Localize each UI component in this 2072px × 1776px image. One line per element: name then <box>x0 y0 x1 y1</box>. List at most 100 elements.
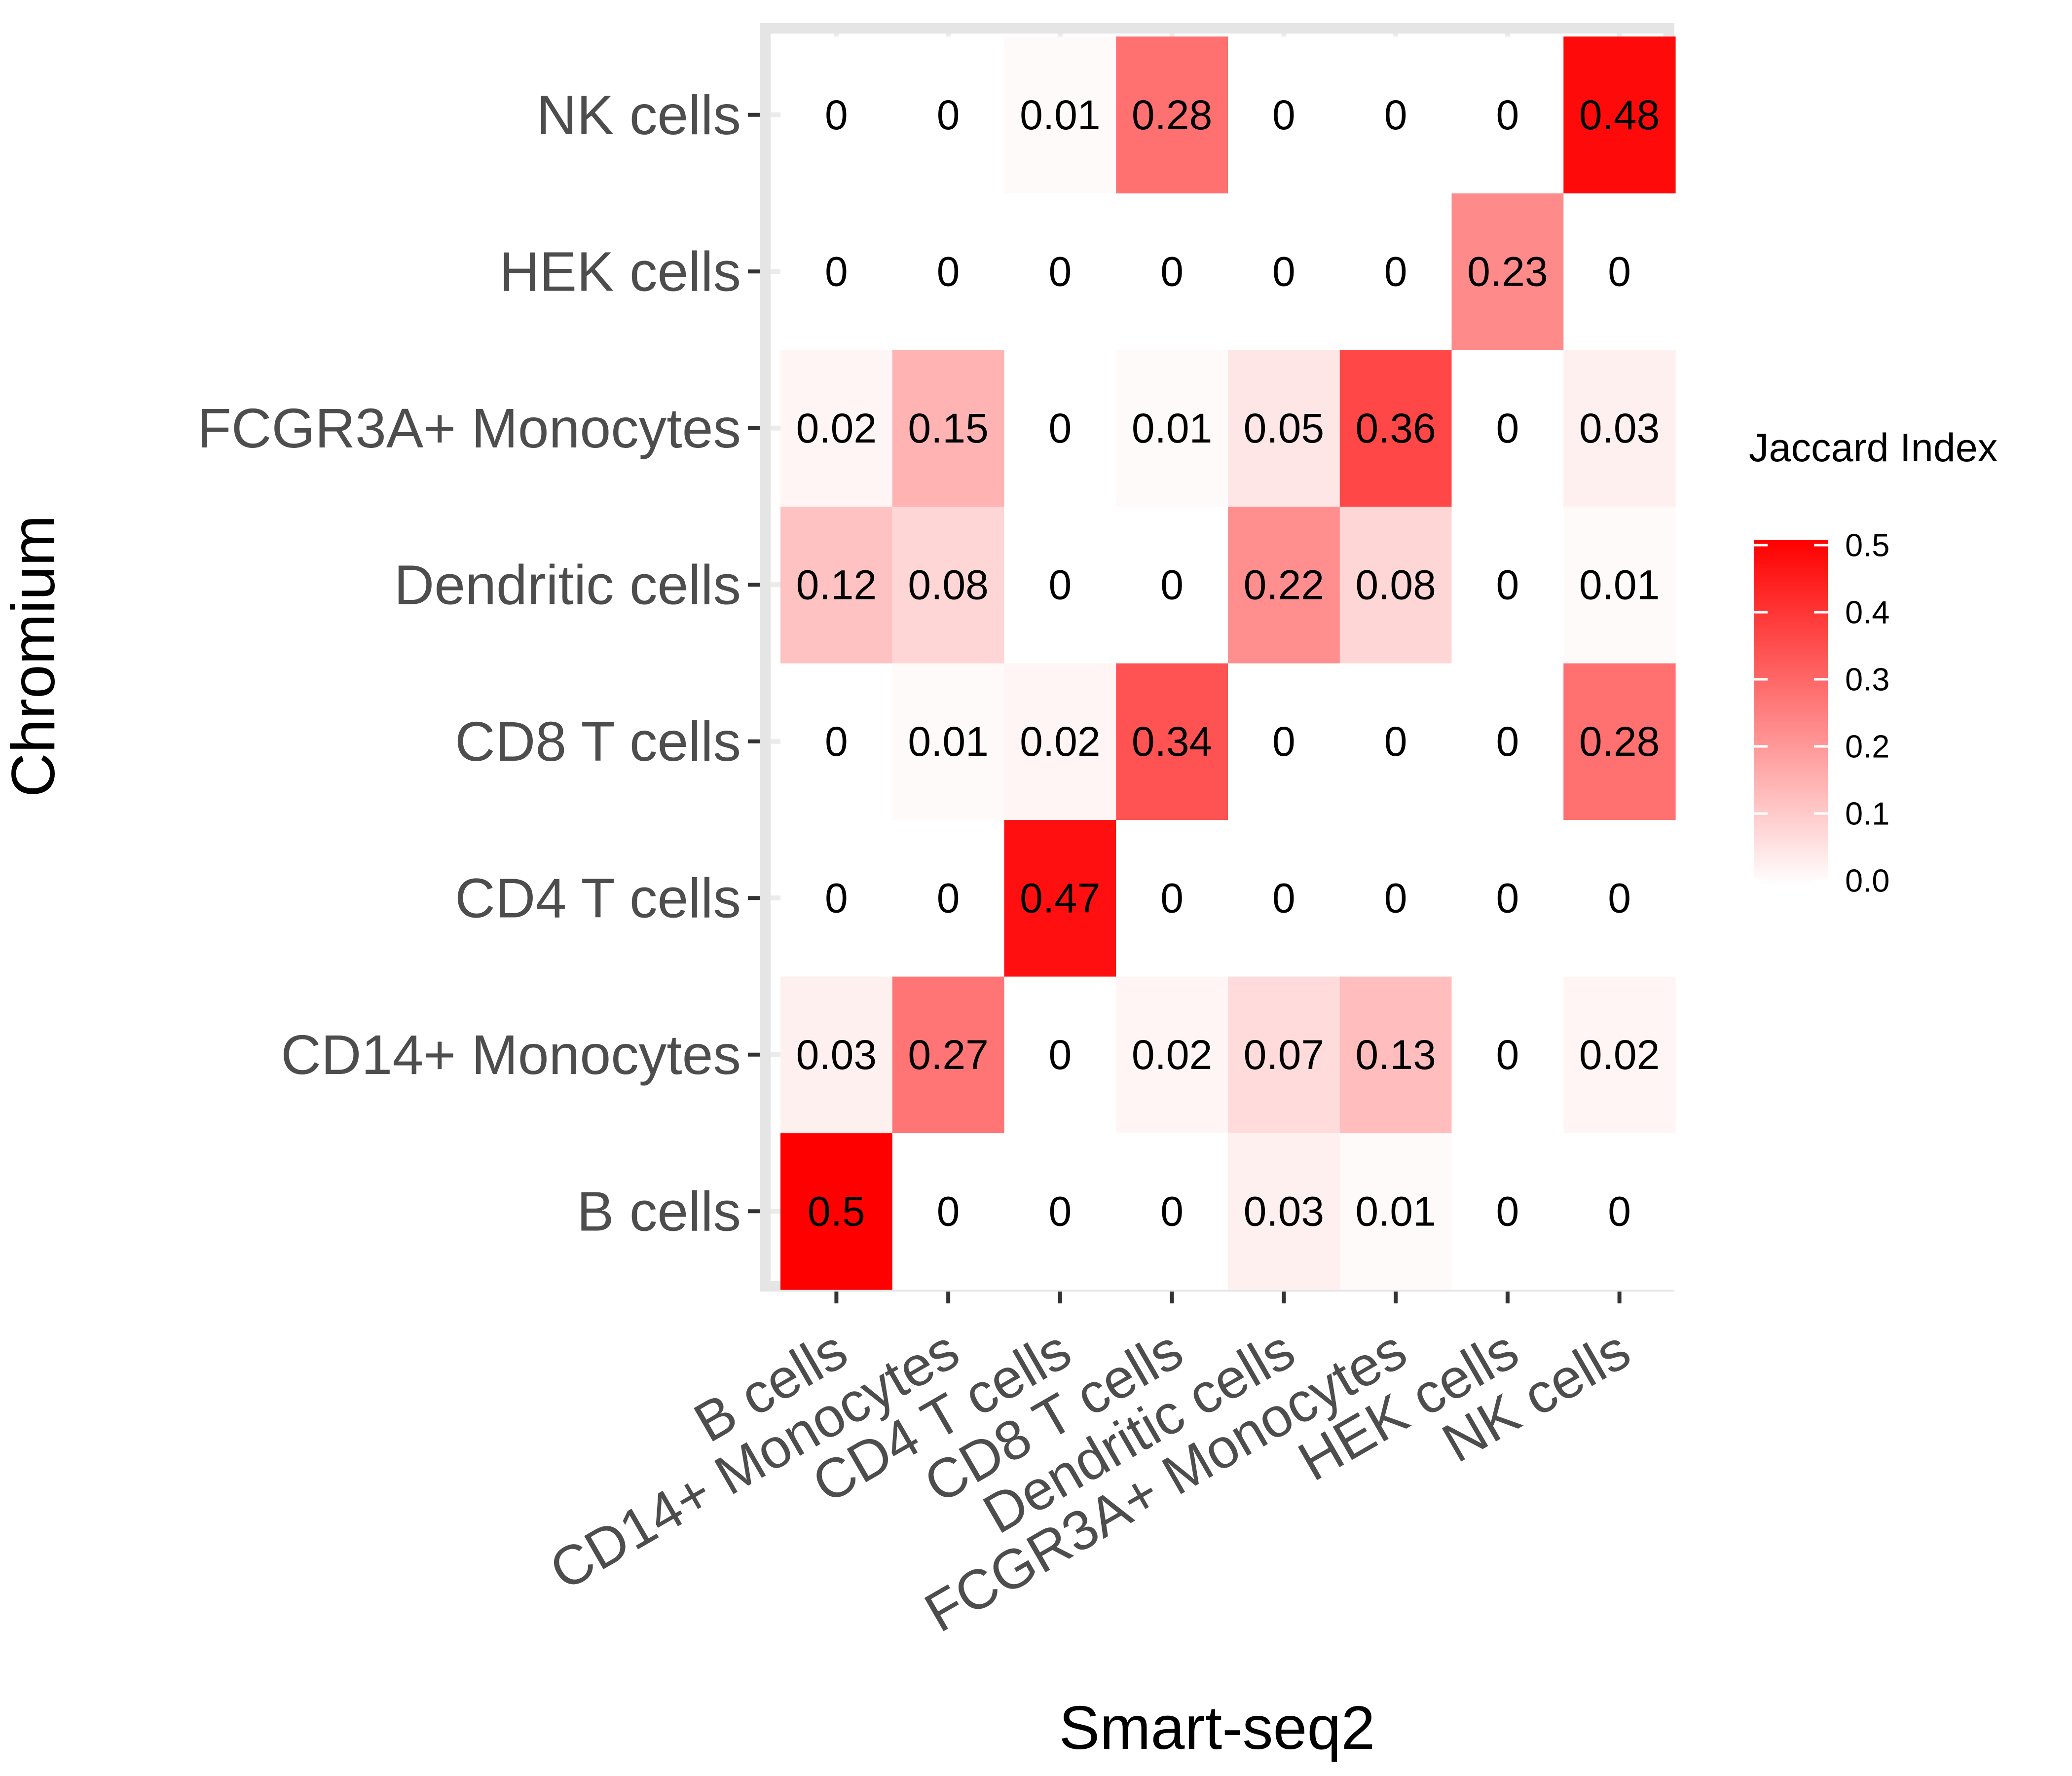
heatmap-cell <box>1004 819 1116 977</box>
cell-value-label: 0 <box>1608 875 1631 921</box>
heatmap-cell <box>1116 350 1228 507</box>
y-tick-label: FCGR3A+ Monocytes <box>197 397 741 459</box>
heatmap-cell <box>780 350 893 507</box>
heatmap-cell <box>1116 819 1228 977</box>
cell-value-label: 0.08 <box>1355 561 1436 608</box>
heatmap-cell <box>1228 663 1340 820</box>
cell-value-label: 0 <box>1384 718 1407 765</box>
heatmap-cell <box>1116 976 1228 1134</box>
cell-value-label: 0.08 <box>908 561 989 608</box>
heatmap-cell <box>1228 193 1340 350</box>
y-tick-label: CD14+ Monocytes <box>281 1024 741 1086</box>
heatmap-cell <box>780 663 893 820</box>
heatmap-cell <box>1451 1133 1564 1290</box>
legend-colorbar <box>1754 540 1828 886</box>
cell-value-label: 0 <box>825 875 848 921</box>
heatmap-cell <box>1451 193 1564 350</box>
legend-tick-label: 0.0 <box>1845 863 1889 899</box>
heatmap-cell <box>1451 663 1564 820</box>
heatmap-cell <box>892 976 1005 1134</box>
legend: Jaccard Index 0.0 0.1 0.2 0.3 0.4 0.5 <box>1749 426 1998 899</box>
cell-value-label: 0.13 <box>1355 1032 1436 1078</box>
cell-value-label: 0 <box>1496 875 1519 921</box>
cell-value-label: 0 <box>1496 92 1519 138</box>
cell-value-label: 0.01 <box>1579 561 1660 608</box>
heatmap-cell <box>1004 506 1116 664</box>
heatmap-cell <box>1563 37 1676 194</box>
cell-value-label: 0 <box>1496 405 1519 451</box>
cell-value-label: 0.07 <box>1244 1032 1325 1078</box>
heatmap-cell <box>1339 193 1452 350</box>
heatmap-cell <box>892 193 1005 350</box>
cell-value-label: 0.02 <box>1132 1032 1213 1078</box>
heatmap-cell <box>780 193 893 350</box>
heatmap-cell <box>780 819 893 977</box>
heatmap-cell <box>780 37 893 194</box>
y-tick-label: HEK cells <box>499 240 741 302</box>
heatmap-cell <box>892 37 1005 194</box>
cell-value-label: 0 <box>825 92 848 138</box>
cell-value-label: 0.23 <box>1467 248 1548 295</box>
cell-value-label: 0.05 <box>1244 405 1325 451</box>
cell-value-label: 0.28 <box>1579 718 1660 765</box>
cell-value-labels: 0.5 0 0 0 0.03 0.01 0 0 0.03 0.27 0 0.02 0.07 0.13 0 0.… <box>796 92 1660 1235</box>
heatmap-cell <box>1116 37 1228 194</box>
heatmap-cell <box>1116 1133 1228 1290</box>
heatmap-cell <box>780 1133 893 1290</box>
cell-value-label: 0 <box>1160 875 1184 921</box>
heatmap-cell <box>1228 506 1340 664</box>
cell-value-label: 0 <box>1608 248 1631 295</box>
y-tick-label: NK cells <box>537 84 741 146</box>
cell-value-label: 0.34 <box>1132 718 1213 765</box>
cell-value-label: 0 <box>1049 1188 1072 1234</box>
heatmap-cell <box>1004 976 1116 1134</box>
heatmap-cell <box>1228 819 1340 977</box>
cell-value-label: 0 <box>1049 405 1072 451</box>
cell-value-label: 0.15 <box>908 405 989 451</box>
cell-value-label: 0.01 <box>1355 1188 1436 1234</box>
cell-value-label: 0 <box>937 248 960 295</box>
cell-value-label: 0.02 <box>1020 718 1101 765</box>
cell-value-label: 0.12 <box>796 561 877 608</box>
heatmap-cell <box>1563 819 1676 977</box>
cell-value-label: 0.02 <box>1579 1032 1660 1078</box>
cell-value-label: 0 <box>1496 718 1519 765</box>
legend-tick-label: 0.4 <box>1845 594 1889 630</box>
heatmap-cell <box>1563 350 1676 507</box>
y-axis: B cells CD14+ Monocytes CD4 T cells CD8 T c… <box>197 84 760 1242</box>
heatmap-cell <box>1339 976 1452 1134</box>
heatmap-cells <box>780 37 1676 1290</box>
cell-value-label: 0.01 <box>908 718 989 765</box>
heatmap-cell <box>1451 350 1564 507</box>
y-tick-label: B cells <box>577 1180 741 1242</box>
heatmap-cell <box>1339 663 1452 820</box>
heatmap-cell <box>1339 1133 1452 1290</box>
heatmap-cell <box>892 1133 1005 1290</box>
y-tick-label: Dendritic cells <box>394 554 741 616</box>
heatmap-cell <box>1563 1133 1676 1290</box>
cell-value-label: 0 <box>937 875 960 921</box>
heatmap-cell <box>1116 506 1228 664</box>
y-tick-label: CD8 T cells <box>455 710 741 773</box>
cell-value-label: 0.27 <box>908 1032 989 1078</box>
cell-value-label: 0 <box>937 1188 960 1234</box>
cell-value-label: 0 <box>1384 875 1407 921</box>
cell-value-label: 0 <box>1160 1188 1184 1234</box>
heatmap-cell <box>1451 819 1564 977</box>
heatmap-cell <box>1563 506 1676 664</box>
heatmap-cell <box>1004 37 1116 194</box>
y-tick-label: CD4 T cells <box>455 867 741 929</box>
cell-value-label: 0.01 <box>1132 405 1213 451</box>
legend-tick-label: 0.1 <box>1845 796 1889 832</box>
cell-value-label: 0 <box>1272 248 1295 295</box>
cell-value-label: 0 <box>1496 1188 1519 1234</box>
cell-value-label: 0 <box>1272 92 1295 138</box>
heatmap-cell <box>892 663 1005 820</box>
heatmap-cell <box>1339 37 1452 194</box>
heatmap-cell <box>1004 193 1116 350</box>
cell-value-label: 0.02 <box>796 405 877 451</box>
heatmap-cell <box>1116 663 1228 820</box>
heatmap-cell <box>892 506 1005 664</box>
cell-value-label: 0.48 <box>1579 92 1660 138</box>
